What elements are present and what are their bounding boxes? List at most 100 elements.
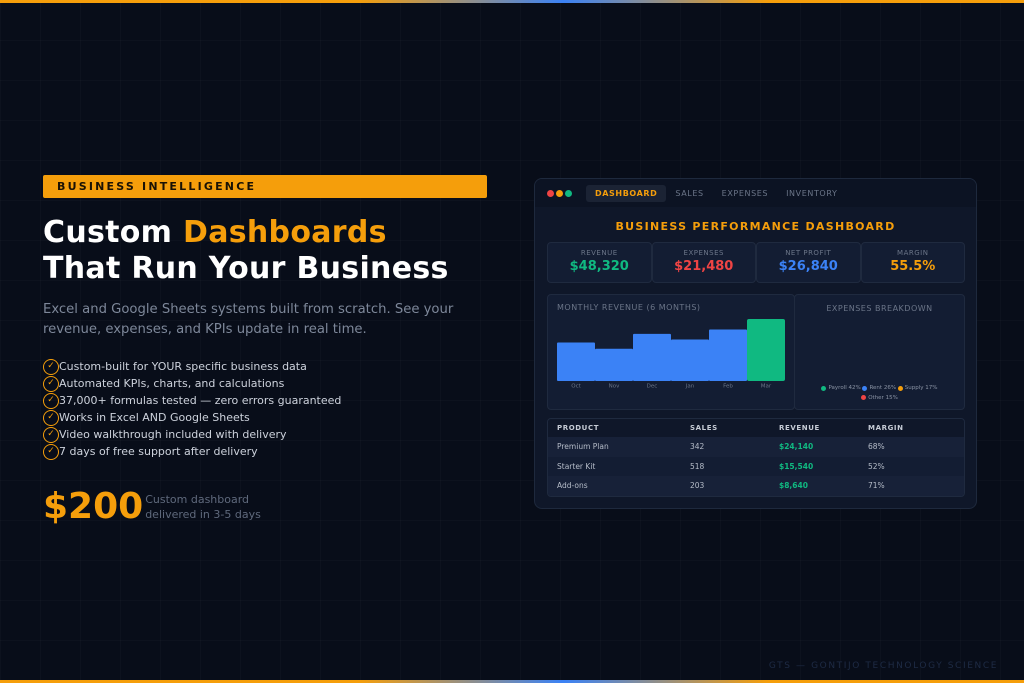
tab-inventory[interactable]: INVENTORY xyxy=(786,188,838,198)
price-note-line2: delivered in 3-5 days xyxy=(145,508,261,521)
kpi-label: NET PROFIT xyxy=(785,249,832,257)
check-icon: ✓ xyxy=(43,392,59,409)
table-cell: 203 xyxy=(681,476,770,496)
footer-brand: GTS — GONTIJO TECHNOLOGY SCIENCE xyxy=(768,661,998,671)
check-icon: ✓ xyxy=(43,409,59,426)
kpi-card-net-profit: NET PROFIT $26,840 xyxy=(756,242,861,283)
revenue-bar-oct[interactable] xyxy=(557,342,595,381)
title-line2: That Run Your Business xyxy=(43,251,449,286)
feature-text: Video walkthrough included with delivery xyxy=(59,428,287,441)
table-row[interactable]: Starter Kit 518 $15,540 52% xyxy=(548,457,964,477)
table-cell: 52% xyxy=(868,461,885,471)
feature-item: ✓ Video walkthrough included with deliver… xyxy=(43,426,487,443)
legend-label: Payroll 42% xyxy=(828,385,861,391)
table-header-row: PRODUCT SALES REVENUE MARGIN xyxy=(548,419,964,437)
bottom-accent-bar xyxy=(0,680,1024,683)
revenue-bar-mar[interactable] xyxy=(747,319,785,381)
legend-item: Other 15% xyxy=(861,394,898,402)
kpi-label: REVENUE xyxy=(580,249,618,257)
window-dot-red[interactable] xyxy=(547,189,554,197)
column-header[interactable]: PRODUCT xyxy=(548,419,681,437)
price-note: Custom dashboard delivered in 3-5 days xyxy=(145,492,261,522)
feature-item: ✓ 37,000+ formulas tested — zero errors g… xyxy=(43,392,487,409)
column-header[interactable]: MARGIN xyxy=(859,419,964,437)
expenses-breakdown-card: EXPENSES BREAKDOWN Payroll 42% Rent 26% … xyxy=(794,294,965,410)
kpi-label: MARGIN xyxy=(897,249,929,257)
window-dot-green[interactable] xyxy=(565,189,572,197)
legend-dot-rent xyxy=(862,385,868,391)
revenue-chart-card: Oct Nov Dec Jan Feb Mar MONTHLY REVENUE (6 MO… xyxy=(547,294,795,410)
window-dot-yellow[interactable] xyxy=(556,189,563,197)
check-icon: ✓ xyxy=(43,443,59,460)
revenue-chart-title: MONTHLY REVENUE (6 MONTHS) xyxy=(557,303,701,312)
legend-item: Payroll 42% xyxy=(821,384,861,392)
product-table-card: PRODUCT SALES REVENUE MARGIN Premium Pla… xyxy=(547,418,965,497)
x-tick-label: Nov xyxy=(609,384,620,390)
check-icon: ✓ xyxy=(43,375,59,392)
table-cell: Starter Kit xyxy=(557,461,596,471)
revenue-bar-feb[interactable] xyxy=(709,329,747,381)
title-accent: Dashboards xyxy=(183,215,387,250)
check-icon: ✓ xyxy=(43,358,59,375)
expenses-title: EXPENSES BREAKDOWN xyxy=(826,304,933,313)
kpi-value: 55.5% xyxy=(890,259,936,274)
tab-expenses[interactable]: EXPENSES xyxy=(721,188,769,198)
feature-text: Custom-built for YOUR specific business … xyxy=(59,360,307,373)
dashboard-preview: DASHBOARD SALES EXPENSES INVENTORY BUSIN… xyxy=(534,178,977,509)
table-cell: Add-ons xyxy=(548,476,681,496)
table-cell: 68% xyxy=(859,437,964,457)
table-cell: $15,540 xyxy=(779,461,814,471)
title-part1: Custom xyxy=(43,215,183,250)
feature-item: ✓ Automated KPIs, charts, and calculation… xyxy=(43,375,487,392)
legend-dot-supply xyxy=(897,385,903,391)
check-icon: ✓ xyxy=(43,426,59,443)
kpi-card-expenses: EXPENSES $21,480 xyxy=(651,242,756,283)
hero-section: BUSINESS INTELLIGENCE Custom Dashboards … xyxy=(43,175,487,527)
lead-text: Excel and Google Sheets systems built fr… xyxy=(43,302,454,337)
legend-item: Rent 26% xyxy=(862,384,896,392)
price: $200 xyxy=(43,486,144,527)
price-row: $200 Custom dashboard delivered in 3-5 d… xyxy=(43,487,487,527)
feature-item: ✓ Custom-built for YOUR specific business… xyxy=(43,358,487,375)
expenses-legend: Payroll 42% Rent 26% Supply 17% Other 15… xyxy=(795,384,964,403)
tab-sales[interactable]: SALES xyxy=(675,188,704,198)
kpi-label: EXPENSES xyxy=(683,249,724,257)
price-note-line1: Custom dashboard xyxy=(145,493,250,506)
kpi-row: REVENUE $48,320 EXPENSES $21,480 NET PRO… xyxy=(547,242,965,283)
x-tick-label: Jan xyxy=(685,384,695,390)
dashboard-tab-bar: DASHBOARD SALES EXPENSES INVENTORY xyxy=(535,179,976,207)
x-tick-label: Oct xyxy=(571,384,581,390)
category-badge: BUSINESS INTELLIGENCE xyxy=(43,175,487,198)
table-cell: 342 xyxy=(681,437,770,457)
table-cell: $24,140 xyxy=(770,437,859,457)
column-header[interactable]: REVENUE xyxy=(770,419,859,437)
feature-item: ✓ Works in Excel AND Google Sheets xyxy=(43,409,487,426)
kpi-value: $48,320 xyxy=(569,259,629,274)
revenue-bar-nov[interactable] xyxy=(595,348,633,381)
kpi-value: $21,480 xyxy=(674,259,734,274)
feature-text: 7 days of free support after delivery xyxy=(59,445,258,458)
top-accent-bar xyxy=(0,0,1024,3)
legend-label: Supply 17% xyxy=(904,385,938,391)
x-tick-label: Mar xyxy=(761,384,772,390)
feature-text: 37,000+ formulas tested — zero errors gu… xyxy=(59,394,342,407)
table-cell: $8,640 xyxy=(770,476,859,496)
table-row[interactable]: Add-ons 203 $8,640 71% xyxy=(548,476,964,496)
revenue-bar-dec[interactable] xyxy=(633,333,671,381)
window-controls xyxy=(547,189,572,197)
kpi-card-margin: MARGIN 55.5% xyxy=(860,242,965,283)
column-header[interactable]: SALES xyxy=(681,419,770,437)
feature-text: Automated KPIs, charts, and calculations xyxy=(59,377,285,390)
feature-text: Works in Excel AND Google Sheets xyxy=(59,411,250,424)
table-cell: 518 xyxy=(690,461,705,471)
page-title: Custom Dashboards That Run Your Business xyxy=(43,215,487,287)
legend-item: Supply 17% xyxy=(897,384,938,392)
tab-dashboard[interactable]: DASHBOARD xyxy=(586,184,667,202)
kpi-value: $26,840 xyxy=(778,259,838,274)
dashboard-title: BUSINESS PERFORMANCE DASHBOARD xyxy=(615,220,896,233)
legend-dot-other xyxy=(861,395,867,400)
table-cell: Premium Plan xyxy=(548,437,681,457)
table-cell: 71% xyxy=(859,476,964,496)
revenue-bar-jan[interactable] xyxy=(671,339,709,381)
table-row[interactable]: Premium Plan 342 $24,140 68% xyxy=(548,437,964,457)
